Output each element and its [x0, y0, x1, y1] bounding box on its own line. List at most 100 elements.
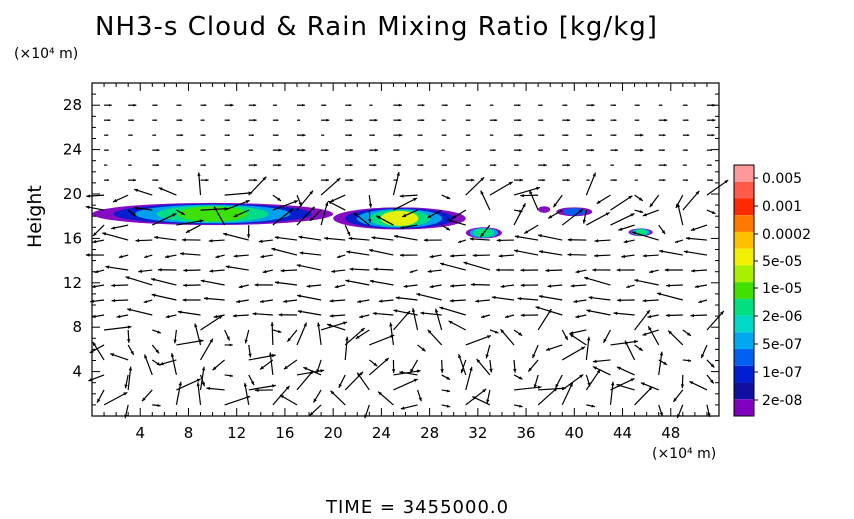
wind-vector-head	[463, 261, 468, 265]
wind-vector-head	[180, 211, 185, 215]
wind-vector	[368, 249, 394, 256]
x-axis-unit: (×10⁴ m)	[652, 446, 717, 462]
wind-vector	[634, 279, 659, 286]
wind-vector-head	[185, 229, 190, 233]
wind-vector-head	[508, 181, 513, 186]
wind-vector-head	[565, 149, 568, 152]
wind-vector-head	[662, 149, 665, 152]
wind-vector-head	[157, 268, 162, 272]
wind-vector-head	[225, 265, 230, 269]
wind-vector	[682, 190, 700, 211]
wind-vector-head	[298, 201, 302, 206]
wind-vector-head	[458, 240, 462, 243]
wind-vector-head	[353, 212, 358, 217]
wind-vector-head	[131, 119, 134, 122]
wind-vector	[317, 322, 322, 346]
wind-vector-head	[274, 281, 279, 285]
wind-vector-head	[302, 133, 306, 137]
wind-vector-head	[663, 163, 667, 167]
wind-vector-head	[112, 198, 117, 203]
wind-vector-head	[349, 104, 352, 107]
wind-vector-head	[596, 200, 601, 204]
wind-vector-head	[106, 149, 109, 151]
wind-vector	[632, 231, 659, 241]
wind-vector-head	[659, 412, 663, 417]
wind-vector-head	[519, 209, 523, 213]
wind-vector-head	[97, 398, 101, 403]
x-tick-label: 24	[372, 424, 391, 442]
wind-vector-head	[675, 240, 679, 243]
wind-vector-head	[524, 230, 529, 234]
wind-vector-head	[533, 384, 537, 389]
wind-vector	[463, 261, 491, 271]
cloud-region-4-layer-1	[563, 208, 586, 216]
wind-vector-head	[253, 118, 257, 122]
wind-vector-head	[143, 300, 148, 304]
wind-vector	[171, 352, 177, 376]
wind-vector-head	[522, 203, 526, 208]
wind-vector-head	[111, 298, 116, 303]
wind-vector-head	[85, 253, 90, 257]
wind-vector	[683, 250, 708, 256]
wind-vector-head	[628, 195, 633, 200]
wind-vector-head	[399, 194, 404, 198]
wind-vector-head	[594, 253, 598, 258]
wind-vector-head	[204, 104, 207, 107]
wind-vector	[224, 395, 251, 406]
wind-vector-head	[480, 190, 484, 195]
wind-vector	[198, 172, 202, 196]
wind-vector-head	[173, 339, 177, 344]
wind-vector	[344, 327, 365, 346]
wind-vector-head	[647, 314, 652, 319]
wind-vector-head	[378, 391, 382, 396]
wind-vector	[513, 186, 541, 196]
wind-vector-head	[661, 230, 666, 235]
wind-vector-head	[131, 134, 133, 136]
wind-vector-head	[446, 196, 451, 199]
wind-vector-head	[712, 118, 716, 122]
wind-vector-head	[228, 149, 231, 152]
wind-vector-head	[519, 133, 523, 137]
wind-vector-head	[156, 362, 161, 366]
colorbar-swatch	[734, 349, 754, 366]
wind-vector-head	[203, 134, 206, 137]
wind-vector-head	[296, 264, 301, 268]
y-tick-label: 28	[63, 96, 82, 114]
wind-vector	[561, 346, 586, 361]
wind-vector-head	[529, 190, 533, 195]
wind-vector-head	[632, 231, 637, 235]
wind-vector-head	[376, 215, 381, 220]
wind-vector-head	[179, 164, 182, 166]
wind-vector-head	[589, 164, 591, 166]
wind-vector-head	[156, 179, 159, 182]
wind-vector-head	[343, 321, 347, 325]
wind-vector	[537, 234, 563, 241]
x-tick-label: 32	[468, 424, 487, 442]
wind-vector-head	[616, 383, 621, 388]
wind-vector	[297, 310, 322, 316]
colorbar-label: 0.005	[762, 171, 802, 187]
colorbar-swatch	[734, 282, 754, 299]
wind-vector-head	[578, 209, 583, 213]
wind-vector	[392, 310, 411, 331]
wind-vector	[489, 181, 513, 196]
wind-vector-head	[378, 299, 383, 303]
wind-vector	[561, 374, 584, 391]
wind-vector-head	[262, 269, 267, 274]
wind-vector	[395, 296, 418, 301]
wind-vector-head	[630, 378, 635, 382]
wind-vector	[296, 206, 316, 226]
wind-vector-head	[276, 179, 278, 181]
wind-vector-head	[232, 314, 237, 318]
wind-vector	[610, 340, 638, 346]
wind-vector	[272, 200, 299, 211]
wind-vector-head	[421, 119, 425, 122]
wind-vector-head	[357, 299, 362, 304]
wind-vector-head	[434, 308, 439, 313]
wind-vector-head	[298, 235, 303, 239]
wind-vector-head	[472, 253, 477, 258]
wind-vector-head	[227, 119, 230, 122]
wind-vector-head	[421, 149, 424, 152]
wind-vector-head	[416, 293, 421, 297]
